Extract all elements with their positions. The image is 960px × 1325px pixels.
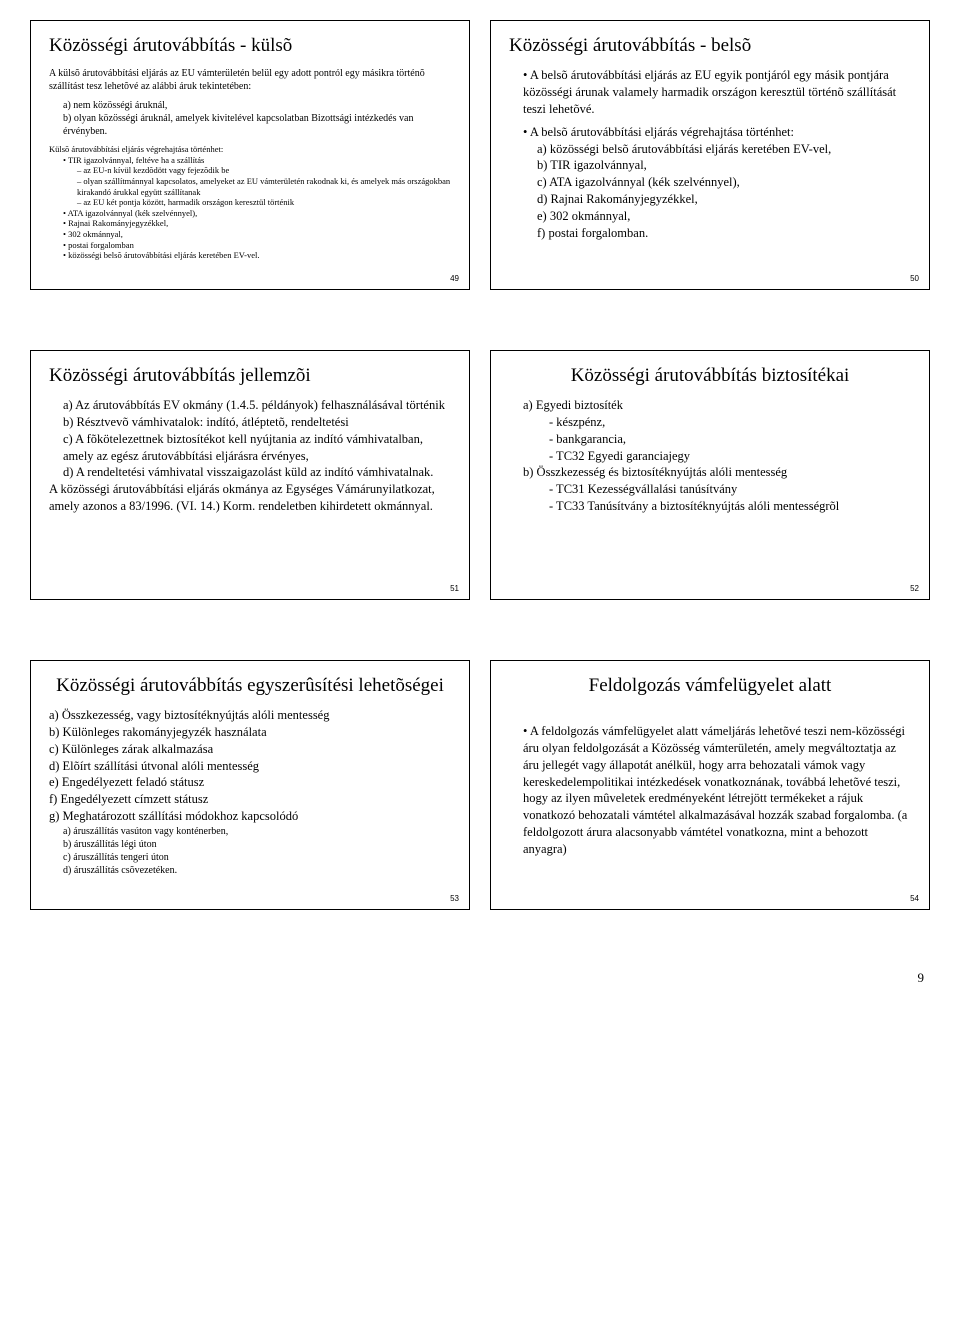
slide-number: 54	[910, 894, 919, 903]
item-d: d) Elõírt szállítási útvonal alóli mente…	[49, 758, 451, 775]
slide-number: 50	[910, 274, 919, 283]
item-b: b) TIR igazolvánnyal,	[537, 157, 911, 174]
item-b: b) Összkezesség és biztosítéknyújtás aló…	[523, 464, 911, 481]
bullet-list: A feldolgozás vámfelügyelet alatt vámelj…	[523, 723, 911, 858]
list-item: az EU-n kívül kezdõdött vagy fejezõdik b…	[77, 165, 451, 176]
item-b1: - TC31 Kezességvállalási tanúsítvány	[549, 481, 911, 498]
slide-51: Közösségi árutovábbítás jellemzõi a) Az …	[30, 350, 470, 600]
slide-row-1: Közösségi árutovábbítás - külsõ A külsõ …	[30, 20, 930, 290]
list-item: olyan szállítmánnyal kapcsolatos, amelye…	[77, 176, 451, 197]
item-c: c) Különleges zárak alkalmazása	[49, 741, 451, 758]
slide-49: Közösségi árutovábbítás - külsõ A külsõ …	[30, 20, 470, 290]
list-item: Rajnai Rakományjegyzékkel,	[63, 218, 451, 229]
spacer	[509, 707, 911, 723]
bullet-list: A belsõ árutovábbítási eljárás az EU egy…	[523, 67, 911, 118]
slide-title: Feldolgozás vámfelügyelet alatt	[509, 675, 911, 697]
item-a: a) nem közösségi áruknál,	[63, 99, 451, 112]
dash-list: az EU-n kívül kezdõdött vagy fejezõdik b…	[77, 165, 451, 208]
item-c: c) A fõkötelezettnek biztosítékot kell n…	[63, 431, 451, 465]
bullet-list: ATA igazolvánnyal (kék szelvénnyel), Raj…	[63, 208, 451, 261]
slide-number: 52	[910, 584, 919, 593]
item-b: b) olyan közösségi áruknál, amelyek kivi…	[63, 112, 451, 138]
list-item: közösségi belsõ árutovábbítási eljárás k…	[63, 250, 451, 261]
slide-row-3: Közösségi árutovábbítás egyszerûsítési l…	[30, 660, 930, 910]
item-g3: c) áruszállítás tengeri úton	[63, 851, 451, 864]
item-g: g) Meghatározott szállítási módokhoz kap…	[49, 808, 451, 825]
list-item: 302 okmánnyal,	[63, 229, 451, 240]
item-b2: - TC33 Tanúsítvány a biztosítéknyújtás a…	[549, 498, 911, 515]
slide-50: Közösségi árutovábbítás - belsõ A belsõ …	[490, 20, 930, 290]
bullet-list: A belsõ árutovábbítási eljárás végrehajt…	[523, 124, 911, 141]
slide-row-2: Közösségi árutovábbítás jellemzõi a) Az …	[30, 350, 930, 600]
item-a2: - bankgarancia,	[549, 431, 911, 448]
sub-title: Külsõ árutovábbítási eljárás végrehajtás…	[49, 144, 451, 155]
item-a: a) Összkezesség, vagy biztosítéknyújtás …	[49, 707, 451, 724]
slide-number: 53	[450, 894, 459, 903]
list-item: A belsõ árutovábbítási eljárás végrehajt…	[523, 124, 911, 141]
item-g2: b) áruszállítás légi úton	[63, 838, 451, 851]
slide-title: Közösségi árutovábbítás jellemzõi	[49, 365, 451, 387]
intro-text: A külsõ árutovábbítási eljárás az EU vám…	[49, 67, 451, 93]
item-b: b) Különleges rakományjegyzék használata	[49, 724, 451, 741]
slide-title: Közösségi árutovábbítás egyszerûsítési l…	[49, 675, 451, 697]
paragraph-text: A közösségi árutovábbítási eljárás okmán…	[49, 482, 435, 513]
item-g1: a) áruszállítás vasúton vagy konténerben…	[63, 825, 451, 838]
item-e: e) 302 okmánnyal,	[537, 208, 911, 225]
list-item: az EU két pontja között, harmadik ország…	[77, 197, 451, 208]
item-d: d) Rajnai Rakományjegyzékkel,	[537, 191, 911, 208]
list-item: TIR igazolvánnyal, feltéve ha a szállítá…	[63, 155, 451, 166]
item-g4: d) áruszállítás csõvezetéken.	[63, 864, 451, 877]
slide-53: Közösségi árutovábbítás egyszerûsítési l…	[30, 660, 470, 910]
list-item: A feldolgozás vámfelügyelet alatt vámelj…	[523, 723, 911, 858]
item-a3: - TC32 Egyedi garanciajegy	[549, 448, 911, 465]
slide-title: Közösségi árutovábbítás - belsõ	[509, 35, 911, 57]
list-item: postai forgalomban	[63, 240, 451, 251]
slide-number: 49	[450, 274, 459, 283]
bullet-list: TIR igazolvánnyal, feltéve ha a szállítá…	[63, 155, 451, 166]
slide-title: Közösségi árutovábbítás biztosítékai	[509, 365, 911, 387]
item-e: e) Engedélyezett feladó státusz	[49, 774, 451, 791]
item-a: a) Egyedi biztosíték	[523, 397, 911, 414]
item-a: a) Az árutovábbítás EV okmány (1.4.5. pé…	[63, 397, 451, 414]
slide-title: Közösségi árutovábbítás - külsõ	[49, 35, 451, 57]
paragraph: A közösségi árutovábbítási eljárás okmán…	[49, 481, 451, 515]
item-a1: - készpénz,	[549, 414, 911, 431]
page-number: 9	[30, 970, 930, 986]
item-f: f) Engedélyezett címzett státusz	[49, 791, 451, 808]
slide-54: Feldolgozás vámfelügyelet alatt A feldol…	[490, 660, 930, 910]
slide-52: Közösségi árutovábbítás biztosítékai a) …	[490, 350, 930, 600]
list-item: A belsõ árutovábbítási eljárás az EU egy…	[523, 67, 911, 118]
item-b: b) Résztvevõ vámhivatalok: indító, átlép…	[63, 414, 451, 431]
item-f: f) postai forgalomban.	[537, 225, 911, 242]
list-item: ATA igazolvánnyal (kék szelvénnyel),	[63, 208, 451, 219]
item-d: d) A rendeltetési vámhivatal visszaigazo…	[63, 464, 451, 481]
item-a: a) közösségi belsõ árutovábbítási eljárá…	[537, 141, 911, 158]
item-c: c) ATA igazolvánnyal (kék szelvénnyel),	[537, 174, 911, 191]
slide-number: 51	[450, 584, 459, 593]
